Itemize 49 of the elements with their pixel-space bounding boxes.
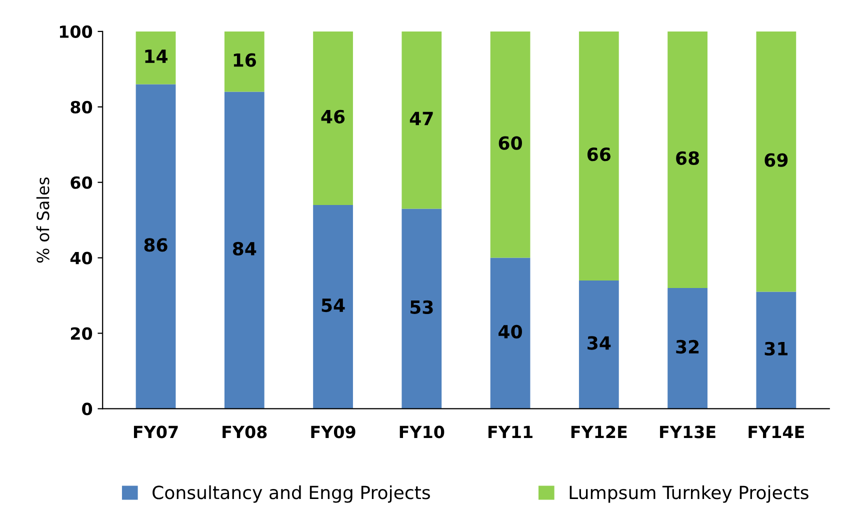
data-label: 40 xyxy=(498,324,522,339)
bar xyxy=(313,31,353,205)
x-tick-label: FY08 xyxy=(222,426,267,438)
bar xyxy=(224,31,264,92)
y-tick-label: 40 xyxy=(70,252,92,264)
data-label: 86 xyxy=(144,238,168,252)
x-tick-label: FY14E xyxy=(748,426,804,438)
x-tick-label: FY10 xyxy=(400,426,444,438)
legend-label: Consultancy and Engg Projects xyxy=(152,485,430,503)
bar xyxy=(402,31,442,209)
bar xyxy=(756,31,796,292)
x-tick-label: FY11 xyxy=(488,426,532,438)
y-tick-label: 0 xyxy=(82,402,92,416)
bar xyxy=(224,92,264,409)
y-tick-label: 80 xyxy=(70,100,92,114)
bar xyxy=(578,280,619,409)
bar xyxy=(402,208,442,409)
bar xyxy=(668,31,708,288)
bar xyxy=(490,31,530,258)
x-tick-label: FY09 xyxy=(311,426,356,438)
bar xyxy=(136,31,176,84)
bar xyxy=(756,292,796,409)
data-label: 34 xyxy=(588,336,611,350)
data-label: 69 xyxy=(764,153,788,167)
data-label: 47 xyxy=(410,112,433,126)
data-label: 53 xyxy=(410,300,433,314)
data-label: 31 xyxy=(764,342,788,356)
data-label: 54 xyxy=(322,298,345,312)
data-label: 68 xyxy=(676,151,699,165)
x-tick-label: FY13E xyxy=(660,426,716,438)
data-label: 60 xyxy=(498,136,522,150)
bar xyxy=(313,204,353,409)
data-label: 66 xyxy=(587,148,611,162)
bar xyxy=(136,84,176,409)
bar xyxy=(578,31,619,280)
data-label: 16 xyxy=(234,53,256,67)
y-tick-label: 100 xyxy=(60,25,92,38)
data-label: 14 xyxy=(145,50,168,63)
data-label: 32 xyxy=(676,340,699,354)
y-tick-label: 20 xyxy=(71,327,92,340)
bar xyxy=(490,258,530,409)
y-tick-label: 60 xyxy=(70,176,92,189)
y-axis-title: % of Sales xyxy=(36,177,50,263)
x-tick-label: FY07 xyxy=(134,426,178,438)
data-label: 46 xyxy=(321,110,345,124)
x-tick-label: FY12E xyxy=(571,426,627,438)
bar xyxy=(668,288,708,409)
data-label: 84 xyxy=(232,242,256,256)
legend-label: Lumpsum Turnkey Projects xyxy=(570,485,808,503)
